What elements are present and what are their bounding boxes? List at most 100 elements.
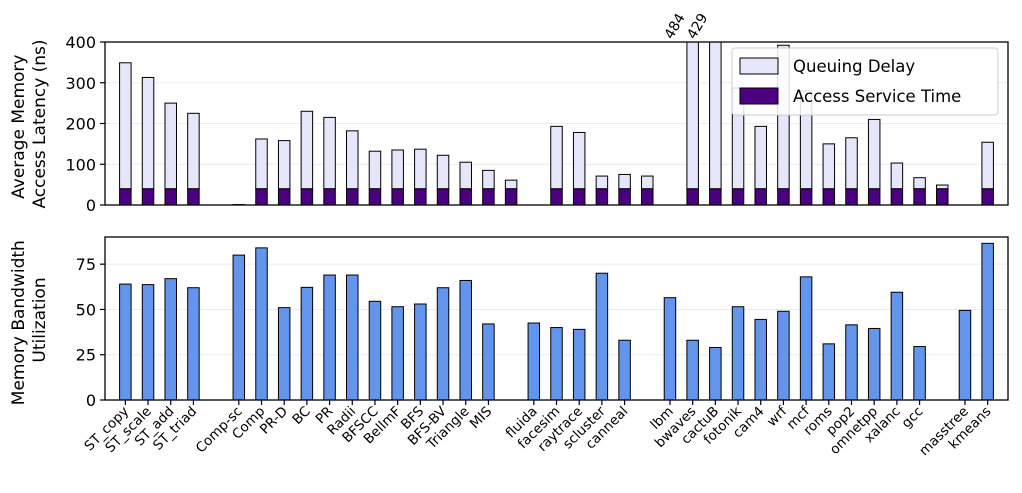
bandwidth-bars	[119, 242, 994, 401]
x-label-gcc: gcc	[899, 404, 927, 432]
bar-bandwidth-pr-d	[277, 307, 291, 401]
latency-y-tick-label: 200	[65, 115, 96, 134]
bar-queuing-delay-	[504, 179, 518, 190]
bar-access-service-xalanc	[890, 188, 904, 206]
bar-access-service-omnetpp	[867, 188, 881, 206]
bandwidth-y-axis: 0 25 50 75	[76, 255, 105, 410]
bar-queuing-delay-scluster	[595, 175, 609, 190]
bar-bandwidth-pr	[323, 274, 336, 401]
bar-bandwidth-fluida	[527, 322, 541, 401]
bar-access-service-bc	[300, 188, 314, 206]
x-axis-category-labels: ST_copyST_scaleST_addST_triadComp-scComp…	[81, 400, 994, 459]
bar-access-service-roms	[822, 188, 836, 206]
bar-bandwidth-radii	[346, 274, 359, 401]
bar-queuing-delay-cam4	[754, 125, 767, 190]
bar-bandwidth-xalanc	[890, 291, 904, 401]
bandwidth-y-tick-label: 75	[76, 255, 96, 274]
bar-bandwidth-canneal	[618, 339, 631, 401]
bar-queuing-delay-	[936, 184, 949, 190]
bar-access-service-pr-d	[277, 188, 291, 206]
bar-access-service-st-triad	[187, 188, 200, 206]
bar-access-service-cactub	[709, 188, 722, 206]
bandwidth-y-tick-label: 25	[76, 346, 96, 365]
bar-queuing-delay-st-triad	[187, 112, 200, 190]
bar-bandwidth-bwaves	[686, 339, 699, 401]
bar-access-service-	[504, 188, 518, 206]
bar-access-service-bfs	[414, 188, 427, 206]
bar-access-service-	[936, 188, 949, 206]
bar-queuing-delay-triangle	[459, 161, 472, 190]
latency-panel: 0 100 200 300 400 Average Memory Access Late…	[9, 11, 1009, 215]
bar-queuing-delay-raytrace	[572, 131, 586, 190]
bar-bandwidth-lbm	[663, 297, 677, 401]
latency-y-tick-label: 100	[65, 155, 96, 174]
bar-bandwidth-mis	[482, 323, 495, 401]
bar-queuing-delay-comp	[255, 138, 268, 190]
bar-access-service-bfscc	[368, 188, 382, 206]
value-label-lbm: 484	[662, 11, 689, 42]
x-label-bc: BC	[289, 404, 313, 428]
bar-access-service-gcc	[913, 188, 926, 206]
bar-bandwidth-triangle	[459, 279, 472, 401]
bar-queuing-delay-st-copy	[119, 62, 132, 190]
bar-access-service-facesim	[550, 188, 563, 206]
bar-access-service-cam4	[754, 188, 767, 206]
bar-bandwidth-cactub	[709, 346, 722, 401]
bar-queuing-delay-xalanc	[890, 162, 904, 190]
bar-bandwidth-kmeans	[981, 242, 994, 401]
bar-queuing-delay-bfs	[414, 148, 427, 190]
latency-bars	[119, 41, 994, 206]
value-label-bwaves: 429	[684, 11, 711, 42]
bar-queuing-delay-bfs-bv	[436, 154, 450, 190]
bar-bandwidth-roms	[822, 343, 836, 401]
bar-access-service-kmeans	[981, 188, 994, 206]
latency-y-tick-label: 0	[86, 196, 96, 215]
bar-queuing-delay-st-scale	[141, 76, 155, 190]
bar-queuing-delay-bellmf	[391, 149, 404, 190]
bar-access-service-mis	[482, 188, 495, 206]
legend-label-access-service-time: Access Service Time	[793, 87, 961, 106]
legend-swatch-access-service-time	[739, 87, 779, 105]
bar-queuing-delay-bfscc	[368, 150, 382, 190]
bar-queuing-delay-pop2	[845, 137, 858, 190]
bar-queuing-delay-gcc	[913, 177, 926, 190]
bar-bandwidth-st-triad	[187, 287, 200, 401]
bar-access-service-raytrace	[572, 188, 586, 206]
bar-access-service-pop2	[845, 188, 858, 206]
legend-swatch-queuing-delay	[739, 57, 779, 75]
latency-y-axis: 0 100 200 300 400	[65, 33, 105, 215]
x-label-mis: MIS	[467, 404, 495, 432]
bar-access-service-bwaves	[686, 188, 699, 206]
bar-bandwidth-cam4	[754, 318, 767, 401]
bar-queuing-delay-radii	[346, 130, 359, 190]
bar-access-service-triangle	[459, 188, 472, 206]
bar-access-service-bfs-bv	[436, 188, 450, 206]
bar-bandwidth-bc	[300, 286, 314, 401]
bar-bandwidth-st-copy	[119, 283, 132, 401]
bar-bandwidth-mcf	[799, 276, 813, 401]
bar-access-service-wrf	[777, 188, 790, 206]
bar-bandwidth-bfscc	[368, 300, 382, 401]
bar-access-service-	[641, 188, 654, 206]
bar-bandwidth-facesim	[550, 327, 563, 401]
bar-queuing-delay-roms	[822, 143, 836, 190]
bar-access-service-scluster	[595, 188, 609, 206]
bandwidth-ylabel-line-1: Memory Bandwidth	[9, 240, 29, 405]
latency-ylabel-line-1: Average Memory	[9, 55, 29, 199]
bar-queuing-delay-facesim	[550, 125, 563, 190]
bar-access-service-canneal	[618, 188, 631, 206]
bar-bandwidth-comp	[255, 247, 268, 401]
bar-queuing-delay-st-add	[164, 102, 177, 190]
bar-bandwidth-comp-sc	[232, 254, 246, 401]
bar-bandwidth-st-add	[164, 278, 177, 401]
bar-access-service-fotonik	[731, 188, 745, 206]
bar-queuing-delay-bwaves	[686, 41, 699, 190]
bandwidth-y-axis-title: Memory Bandwidth Utilization	[9, 235, 50, 405]
bar-bandwidth-bfs	[414, 303, 427, 401]
bar-access-service-st-copy	[119, 188, 132, 206]
bar-bandwidth-bfs-bv	[436, 287, 450, 401]
latency-ylabel-line-2: Access Latency (ns)	[30, 39, 50, 208]
legend-box	[731, 47, 999, 116]
bar-queuing-delay-bc	[300, 110, 314, 190]
